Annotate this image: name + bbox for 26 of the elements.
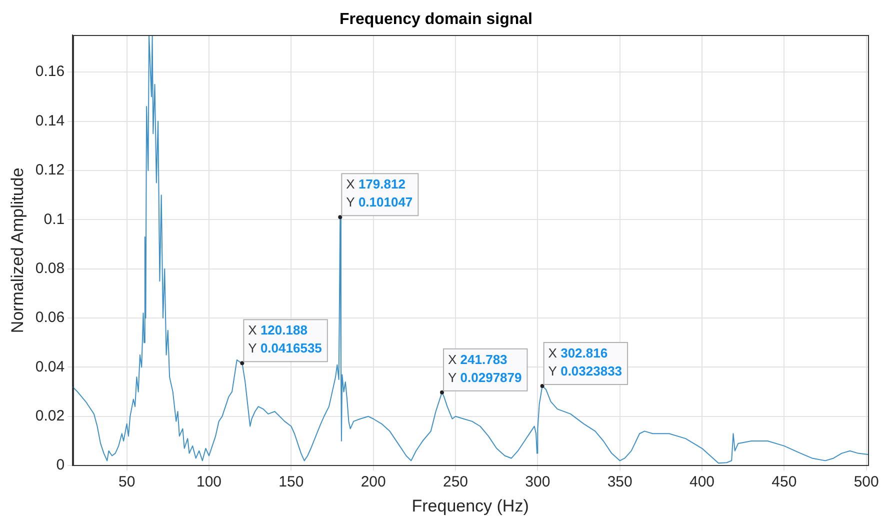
annotation: X 179.812 Y 0.101047 — [346, 176, 413, 210]
y-tick-label: 0.06 — [35, 309, 65, 326]
x-tick-label: 250 — [442, 474, 468, 491]
annotation: X 302.816 Y 0.0323833 — [548, 346, 622, 379]
chart-title: Frequency domain signal — [340, 11, 532, 28]
y-tick-label: 0.16 — [35, 63, 65, 80]
x-tick-label: 50 — [118, 474, 136, 491]
x-tick-label: 350 — [607, 474, 632, 491]
y-tick-label: 0.1 — [44, 210, 65, 228]
y-tick-label: 0.14 — [35, 112, 65, 130]
annotation: X 241.783 Y 0.0297879 — [448, 352, 522, 385]
y-tick-label: 0 — [56, 456, 65, 474]
annotation: X 120.188 Y 0.0416535 — [248, 322, 322, 356]
x-tick-label: 150 — [278, 474, 304, 491]
y-axis-title: Normalized Amplitude — [8, 168, 27, 334]
x-tick-label: 200 — [360, 474, 386, 491]
x-tick-label: 300 — [525, 474, 550, 491]
y-tick-label: 0.08 — [35, 260, 65, 277]
x-tick-label: 100 — [196, 474, 222, 491]
y-tick-label: 0.12 — [35, 162, 65, 179]
x-tick-label: 500 — [854, 474, 879, 491]
y-tick-label: 0.04 — [35, 358, 65, 376]
x-axis-title: Frequency (Hz) — [412, 496, 529, 516]
x-tick-label: 400 — [690, 474, 715, 491]
x-tick-label: 450 — [772, 474, 797, 491]
y-tick-label: 0.02 — [35, 408, 65, 425]
